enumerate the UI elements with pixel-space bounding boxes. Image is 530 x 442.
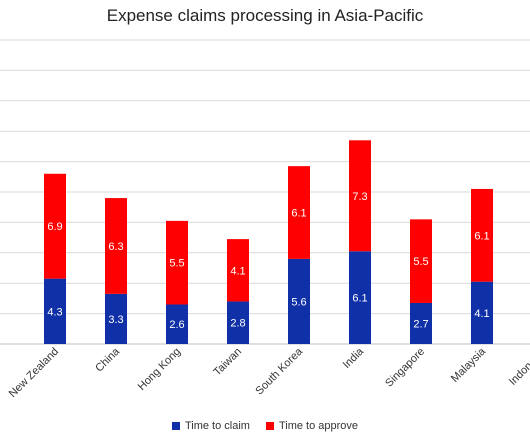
bar-time-to-approve — [349, 140, 371, 252]
legend-item-time-to-claim: Time to claim — [171, 420, 250, 432]
x-tick-label: Hong Kong — [136, 346, 183, 393]
data-label: 7.3 — [352, 191, 367, 203]
x-tick-label: India — [341, 345, 367, 371]
data-label: 6.1 — [291, 208, 306, 220]
legend-swatch-time-to-approve — [265, 422, 274, 430]
chart-title: Expense claims processing in Asia-Pacifi… — [106, 6, 424, 25]
x-tick-label: China — [93, 345, 122, 374]
bar-time-to-approve — [227, 239, 249, 302]
legend: Time to claim Time to approve — [0, 420, 530, 432]
bar-time-to-claim — [288, 258, 310, 344]
bar-time-to-approve — [105, 198, 127, 294]
legend-label-time-to-approve: Time to approve — [278, 420, 359, 432]
x-tick-label: Malaysia — [449, 345, 489, 385]
data-label: 6.1 — [352, 293, 367, 305]
legend-swatch-time-to-claim — [171, 422, 180, 430]
data-label: 4.1 — [230, 265, 245, 277]
bar-time-to-approve — [471, 188, 493, 282]
data-label: 2.7 — [413, 318, 428, 330]
bar-time-to-claim — [227, 301, 249, 344]
data-label: 5.5 — [413, 256, 428, 268]
data-label: 5.5 — [169, 258, 184, 270]
bar-time-to-approve — [288, 166, 310, 259]
legend-item-time-to-approve: Time to approve — [265, 420, 359, 432]
bar-time-to-approve — [166, 220, 188, 305]
bar-time-to-claim — [44, 278, 66, 344]
bar-time-to-claim — [105, 293, 127, 344]
bar-time-to-claim — [471, 281, 493, 344]
x-tick-label: Indonesia — [507, 345, 530, 388]
bar-time-to-claim — [410, 302, 432, 344]
data-label: 2.8 — [230, 318, 245, 330]
legend-label-time-to-claim: Time to claim — [184, 420, 250, 432]
data-label: 4.3 — [47, 306, 62, 318]
bar-time-to-claim — [166, 304, 188, 344]
bar-time-to-approve — [44, 173, 66, 279]
data-label: 2.6 — [169, 319, 184, 331]
x-tick-label: Singapore — [383, 346, 427, 390]
x-tick-label: New Zealand — [7, 346, 61, 400]
data-label: 6.3 — [108, 241, 123, 253]
data-label: 6.9 — [47, 221, 62, 233]
data-label: 5.6 — [291, 296, 306, 308]
data-label: 3.3 — [108, 314, 123, 326]
bar-time-to-claim — [349, 251, 371, 344]
x-tick-label: Taiwan — [211, 346, 244, 379]
bar-time-to-approve — [410, 219, 432, 303]
data-label: 6.1 — [474, 230, 489, 242]
data-label: 4.1 — [474, 308, 489, 320]
x-tick-label: South Korea — [253, 345, 305, 397]
